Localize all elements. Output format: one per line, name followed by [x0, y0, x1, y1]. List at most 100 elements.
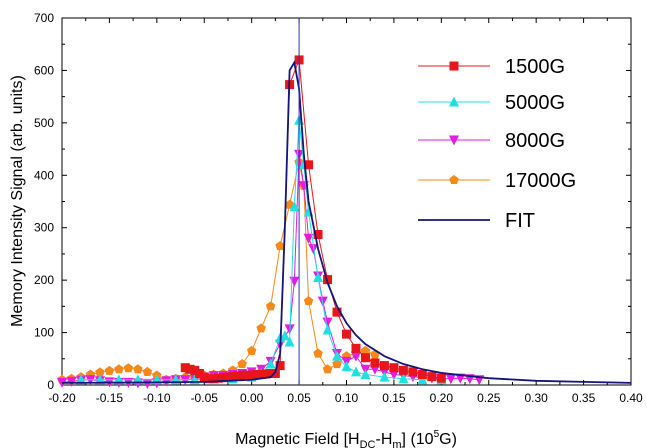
- data-point-1500G: [360, 353, 370, 363]
- series-line-FIT: [61, 60, 632, 384]
- y-tick-label: 200: [34, 273, 54, 287]
- data-point-8000G: [66, 376, 77, 387]
- data-point-1500G: [237, 371, 247, 381]
- data-point-5000G: [350, 366, 361, 377]
- legend-marker-17000G: [449, 175, 459, 185]
- data-point-17000G: [114, 364, 124, 374]
- x-tick-label: -0.05: [191, 391, 219, 405]
- series-line-1500G: [185, 59, 442, 380]
- series-layer: [57, 55, 632, 389]
- data-point-1500G: [398, 365, 408, 375]
- x-tick-label: 0.25: [477, 391, 501, 405]
- data-point-17000G: [313, 348, 323, 358]
- data-point-1500G: [213, 373, 223, 383]
- y-tick-label: 500: [34, 116, 54, 130]
- x-tick-label: 0.30: [524, 391, 548, 405]
- data-point-17000G: [95, 367, 105, 377]
- data-point-1500G: [342, 329, 351, 339]
- data-point-5000G: [360, 369, 371, 380]
- y-axis-label: Memory Intensity Signal (arb. units): [9, 75, 26, 327]
- data-point-1500G: [180, 363, 190, 373]
- series-8000G: [57, 149, 485, 389]
- x-tick-label: -0.15: [96, 391, 124, 405]
- data-point-1500G: [417, 370, 427, 380]
- x-tick-label: 0.05: [287, 391, 311, 405]
- ticks: -0.20 -0.15 -0.10 -0.05 0.00 0.05 0.10 0.15 0.20…: [34, 11, 643, 405]
- series-17000G: [57, 157, 380, 384]
- data-point-5000G: [284, 336, 295, 347]
- data-point-1500G: [232, 371, 242, 381]
- data-point-1500G: [247, 370, 257, 380]
- data-point-5000G: [398, 373, 409, 384]
- data-point-8000G: [445, 374, 456, 385]
- y-tick-label: 100: [34, 326, 54, 340]
- data-point-1500G: [195, 368, 205, 378]
- series-FIT: [61, 60, 632, 384]
- data-point-17000G: [303, 296, 314, 306]
- data-point-1500G: [209, 374, 219, 384]
- data-point-1500G: [266, 368, 276, 378]
- y-tick-label: 700: [34, 11, 54, 25]
- data-point-5000G: [75, 374, 86, 385]
- legend: 1500G 5000G 8000G 17000G FIT: [418, 56, 576, 232]
- data-point-17000G: [256, 323, 266, 333]
- x-tick-label: 0.20: [430, 391, 454, 405]
- data-point-5000G: [265, 358, 276, 369]
- legend-marker-1500G: [449, 61, 459, 71]
- y-tick-label: 0: [47, 378, 54, 392]
- data-point-5000G: [417, 374, 428, 385]
- data-point-1500G: [408, 367, 418, 377]
- data-point-8000G: [142, 378, 153, 389]
- data-point-5000G: [322, 324, 333, 335]
- data-point-17000G: [332, 359, 342, 369]
- x-axis-label: Magnetic Field [HDC-Hm] (105G): [235, 429, 457, 448]
- data-point-1500G: [185, 364, 195, 374]
- x-tick-label: 0.40: [619, 391, 643, 405]
- data-point-1500G: [261, 369, 271, 379]
- legend-label-FIT: FIT: [505, 210, 535, 232]
- data-point-17000G: [322, 364, 333, 374]
- data-point-8000G: [388, 370, 399, 381]
- data-point-1500G: [242, 370, 252, 380]
- legend-label-5000G: 5000G: [505, 92, 565, 114]
- data-point-1500G: [228, 372, 238, 382]
- legend-label-8000G: 8000G: [505, 130, 565, 152]
- data-point-1500G: [251, 370, 261, 380]
- y-tick-label: 300: [34, 221, 54, 235]
- data-point-17000G: [237, 359, 247, 369]
- series-line-17000G: [61, 162, 376, 381]
- data-point-5000G: [379, 371, 390, 382]
- x-tick-label: 0.35: [572, 391, 596, 405]
- data-point-1500G: [370, 358, 380, 368]
- data-point-17000G: [246, 345, 257, 355]
- data-point-1500G: [270, 368, 280, 378]
- data-point-1500G: [332, 307, 342, 317]
- data-point-1500G: [313, 230, 323, 240]
- legend-label-17000G: 17000G: [505, 170, 576, 192]
- data-point-17000G: [265, 301, 276, 311]
- data-point-8000G: [308, 244, 319, 255]
- data-point-1500G: [275, 361, 285, 371]
- data-point-8000G: [289, 276, 300, 287]
- series-line-5000G: [80, 120, 442, 381]
- x-tick-label: 0.15: [382, 391, 406, 405]
- data-point-5000G: [94, 374, 105, 385]
- data-point-5000G: [289, 201, 300, 212]
- series-5000G: [75, 114, 447, 385]
- data-point-8000G: [322, 317, 333, 328]
- data-point-5000G: [341, 361, 352, 372]
- x-tick-label: 0.00: [240, 391, 264, 405]
- data-point-1500G: [351, 343, 361, 353]
- data-point-1500G: [379, 361, 389, 371]
- y-tick-label: 600: [34, 63, 54, 77]
- x-tick-label: -0.10: [143, 391, 171, 405]
- data-point-8000G: [350, 351, 361, 362]
- data-point-17000G: [104, 365, 115, 375]
- data-point-17000G: [123, 363, 134, 373]
- data-point-1500G: [256, 370, 266, 380]
- data-point-5000G: [332, 350, 343, 361]
- data-point-1500G: [190, 365, 200, 375]
- x-tick-label: 0.10: [335, 391, 359, 405]
- data-point-5000G: [313, 272, 324, 283]
